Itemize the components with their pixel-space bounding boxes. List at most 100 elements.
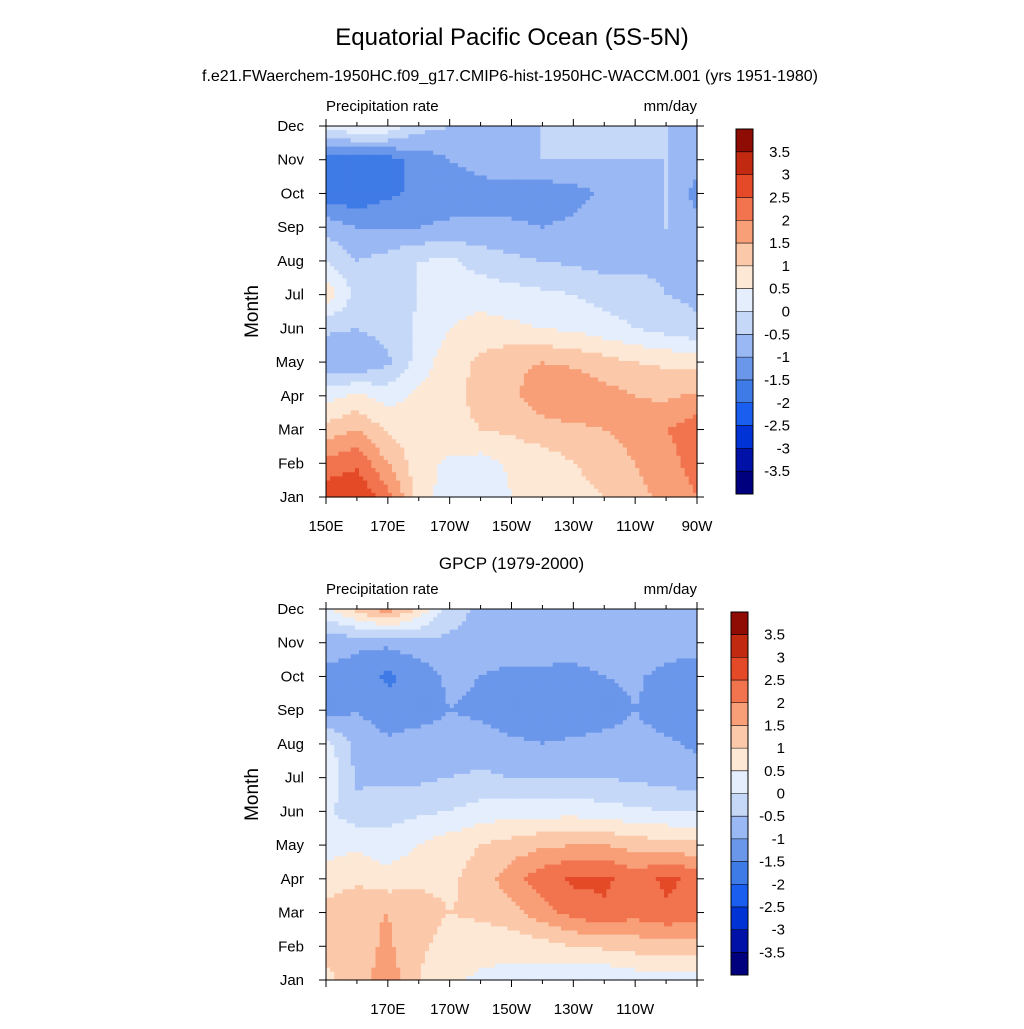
heatmap-cell bbox=[400, 315, 405, 321]
heatmap-cell bbox=[552, 266, 558, 271]
heatmap-cell bbox=[515, 150, 521, 156]
heatmap-cell bbox=[631, 142, 636, 148]
heatmap-cell bbox=[593, 253, 599, 259]
heatmap-cell bbox=[511, 311, 517, 317]
heatmap-cell bbox=[635, 175, 640, 181]
heatmap-cell bbox=[416, 167, 422, 172]
heatmap-cell bbox=[358, 150, 364, 156]
heatmap-cell bbox=[552, 200, 558, 205]
heatmap-cell bbox=[659, 319, 665, 325]
heatmap-cell bbox=[573, 307, 579, 313]
heatmap-cell bbox=[429, 352, 434, 358]
heatmap-cell bbox=[396, 175, 401, 181]
heatmap-cell bbox=[420, 196, 426, 201]
heatmap-cell bbox=[544, 171, 550, 177]
heatmap-cell bbox=[548, 344, 554, 350]
heatmap-cell bbox=[495, 253, 500, 259]
heatmap-cell bbox=[433, 245, 438, 251]
heatmap-cell bbox=[490, 348, 496, 354]
heatmap-cell bbox=[544, 241, 550, 247]
heatmap-cell bbox=[482, 163, 488, 168]
heatmap-cell bbox=[338, 204, 344, 210]
heatmap-cell bbox=[626, 233, 632, 238]
heatmap-cell bbox=[429, 278, 434, 284]
heatmap-cell bbox=[334, 229, 339, 234]
heatmap-cell bbox=[453, 270, 459, 275]
heatmap-cell bbox=[573, 224, 579, 230]
heatmap-cell bbox=[412, 179, 418, 185]
heatmap-cell bbox=[680, 146, 686, 152]
heatmap-cell bbox=[556, 204, 562, 210]
heatmap-cell bbox=[478, 167, 484, 172]
heatmap-cell bbox=[519, 200, 525, 205]
heatmap-cell bbox=[651, 229, 657, 234]
heatmap-cell bbox=[466, 220, 471, 226]
heatmap-cell bbox=[379, 130, 385, 135]
heatmap-cell bbox=[358, 348, 364, 354]
heatmap-cell bbox=[445, 134, 451, 139]
heatmap-cell bbox=[519, 146, 525, 152]
heatmap-cell bbox=[400, 245, 405, 251]
heatmap-cell bbox=[647, 323, 653, 329]
heatmap-cell bbox=[437, 303, 443, 308]
heatmap-cell bbox=[433, 315, 438, 321]
heatmap-cell bbox=[441, 138, 447, 144]
heatmap-cell bbox=[569, 171, 574, 177]
heatmap-cell bbox=[445, 191, 451, 197]
heatmap-cell bbox=[659, 208, 665, 214]
heatmap-cell bbox=[371, 352, 377, 358]
heatmap-cell bbox=[326, 216, 331, 222]
heatmap-cell bbox=[639, 307, 645, 313]
heatmap-cell bbox=[383, 352, 389, 358]
heatmap-cell bbox=[515, 167, 521, 172]
heatmap-cell bbox=[676, 175, 682, 181]
heatmap-cell bbox=[462, 204, 467, 210]
heatmap-cell bbox=[676, 274, 682, 280]
heatmap-cell bbox=[668, 253, 673, 259]
heatmap-cell bbox=[688, 212, 694, 218]
heatmap-cell bbox=[387, 183, 393, 189]
heatmap-cell bbox=[478, 278, 484, 284]
heatmap-cell bbox=[548, 212, 554, 218]
heatmap-cell bbox=[556, 191, 562, 197]
heatmap-cell bbox=[342, 303, 348, 308]
heatmap-cell bbox=[639, 282, 645, 288]
heatmap-cell bbox=[573, 204, 579, 210]
heatmap-cell bbox=[445, 154, 451, 160]
heatmap-cell bbox=[437, 307, 443, 313]
heatmap-cell bbox=[532, 303, 537, 308]
heatmap-cell bbox=[643, 212, 649, 218]
heatmap-cell bbox=[647, 134, 653, 139]
heatmap-cell bbox=[569, 266, 574, 271]
heatmap-cell bbox=[437, 348, 443, 354]
heatmap-cell bbox=[420, 216, 426, 222]
heatmap-cell bbox=[647, 336, 653, 341]
heatmap-cell bbox=[548, 332, 554, 337]
heatmap-cell bbox=[684, 262, 690, 267]
heatmap-cell bbox=[527, 150, 533, 156]
heatmap-cell bbox=[424, 290, 430, 296]
heatmap-cell bbox=[408, 307, 414, 313]
heatmap-cell bbox=[400, 204, 405, 210]
heatmap-cell bbox=[655, 171, 661, 177]
heatmap-cell bbox=[449, 208, 455, 214]
heatmap-cell bbox=[577, 142, 583, 148]
heatmap-cell bbox=[556, 200, 562, 205]
heatmap-cell bbox=[523, 158, 529, 164]
heatmap-cell bbox=[326, 299, 331, 304]
heatmap-cell bbox=[643, 204, 649, 210]
heatmap-cell bbox=[478, 332, 484, 337]
heatmap-cell bbox=[680, 154, 686, 160]
heatmap-cell bbox=[396, 311, 401, 317]
heatmap-cell bbox=[602, 233, 607, 238]
heatmap-cell bbox=[408, 327, 414, 333]
heatmap-cell bbox=[527, 204, 533, 210]
heatmap-cell bbox=[610, 167, 616, 172]
heatmap-cell bbox=[462, 163, 467, 168]
heatmap-cell bbox=[429, 130, 434, 135]
heatmap-cell bbox=[565, 323, 570, 329]
heatmap-cell bbox=[474, 278, 480, 284]
heatmap-cell bbox=[383, 332, 389, 337]
heatmap-cell bbox=[618, 146, 624, 152]
heatmap-cell bbox=[437, 323, 443, 329]
